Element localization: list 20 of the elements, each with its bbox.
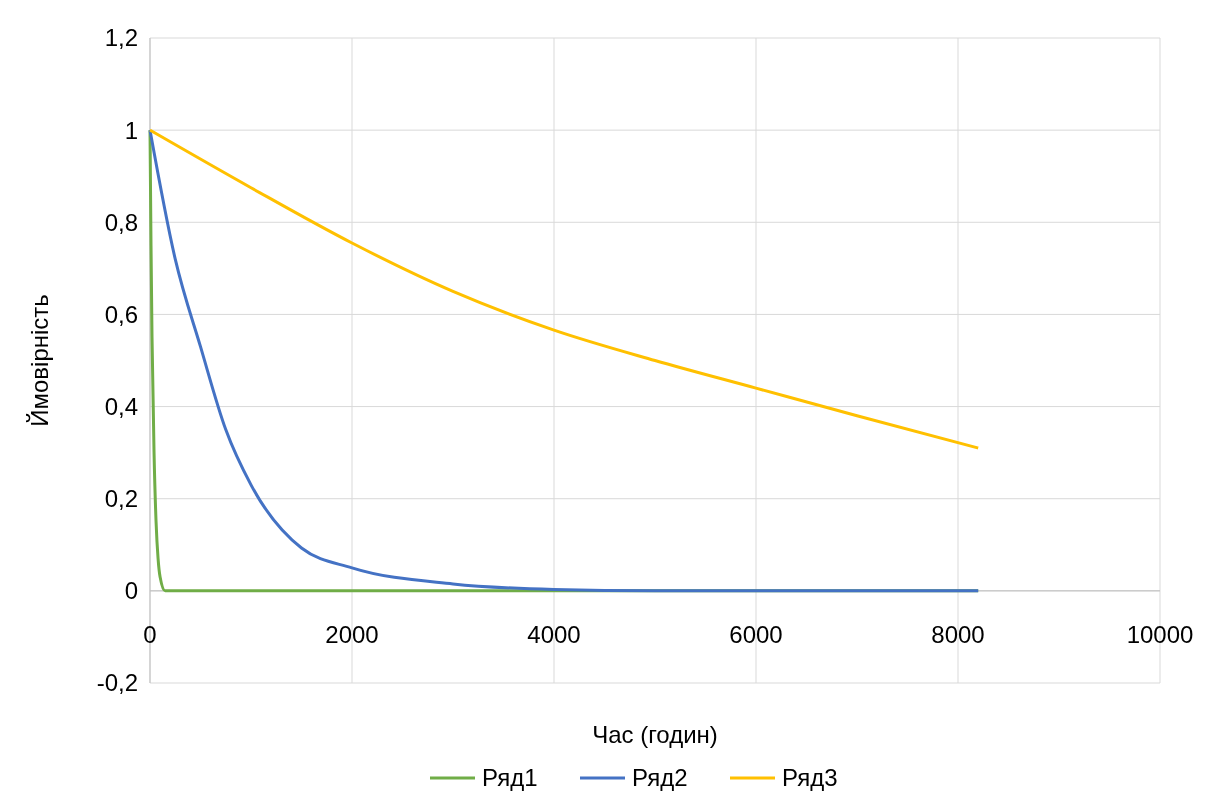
y-tick-label: 1,2 — [104, 24, 138, 52]
x-tick-label: 4000 — [527, 620, 581, 648]
y-tick-label: 0,8 — [104, 208, 138, 236]
legend-label: Ряд3 — [782, 764, 838, 792]
x-axis-title: Час (годин) — [592, 721, 718, 748]
line-series — [148, 128, 980, 450]
x-tick-label: 6000 — [729, 620, 783, 648]
y-tick-label: 0,4 — [104, 392, 138, 420]
y-axis-title: Ймовірність — [26, 294, 53, 427]
y-tick-label: 0 — [124, 577, 138, 605]
x-tick-label: 0 — [143, 620, 157, 648]
x-tick-label: 2000 — [325, 620, 379, 648]
y-tick-label: 0,2 — [104, 485, 138, 513]
legend-label: Ряд2 — [632, 764, 688, 792]
x-tick-label: 10000 — [1126, 620, 1194, 648]
legend-label: Ряд1 — [482, 764, 538, 792]
y-tick-label: 0,6 — [104, 300, 138, 328]
y-tick-label: -0,2 — [96, 669, 138, 697]
y-tick-label: 1 — [124, 116, 138, 144]
x-tick-label: 8000 — [931, 620, 985, 648]
